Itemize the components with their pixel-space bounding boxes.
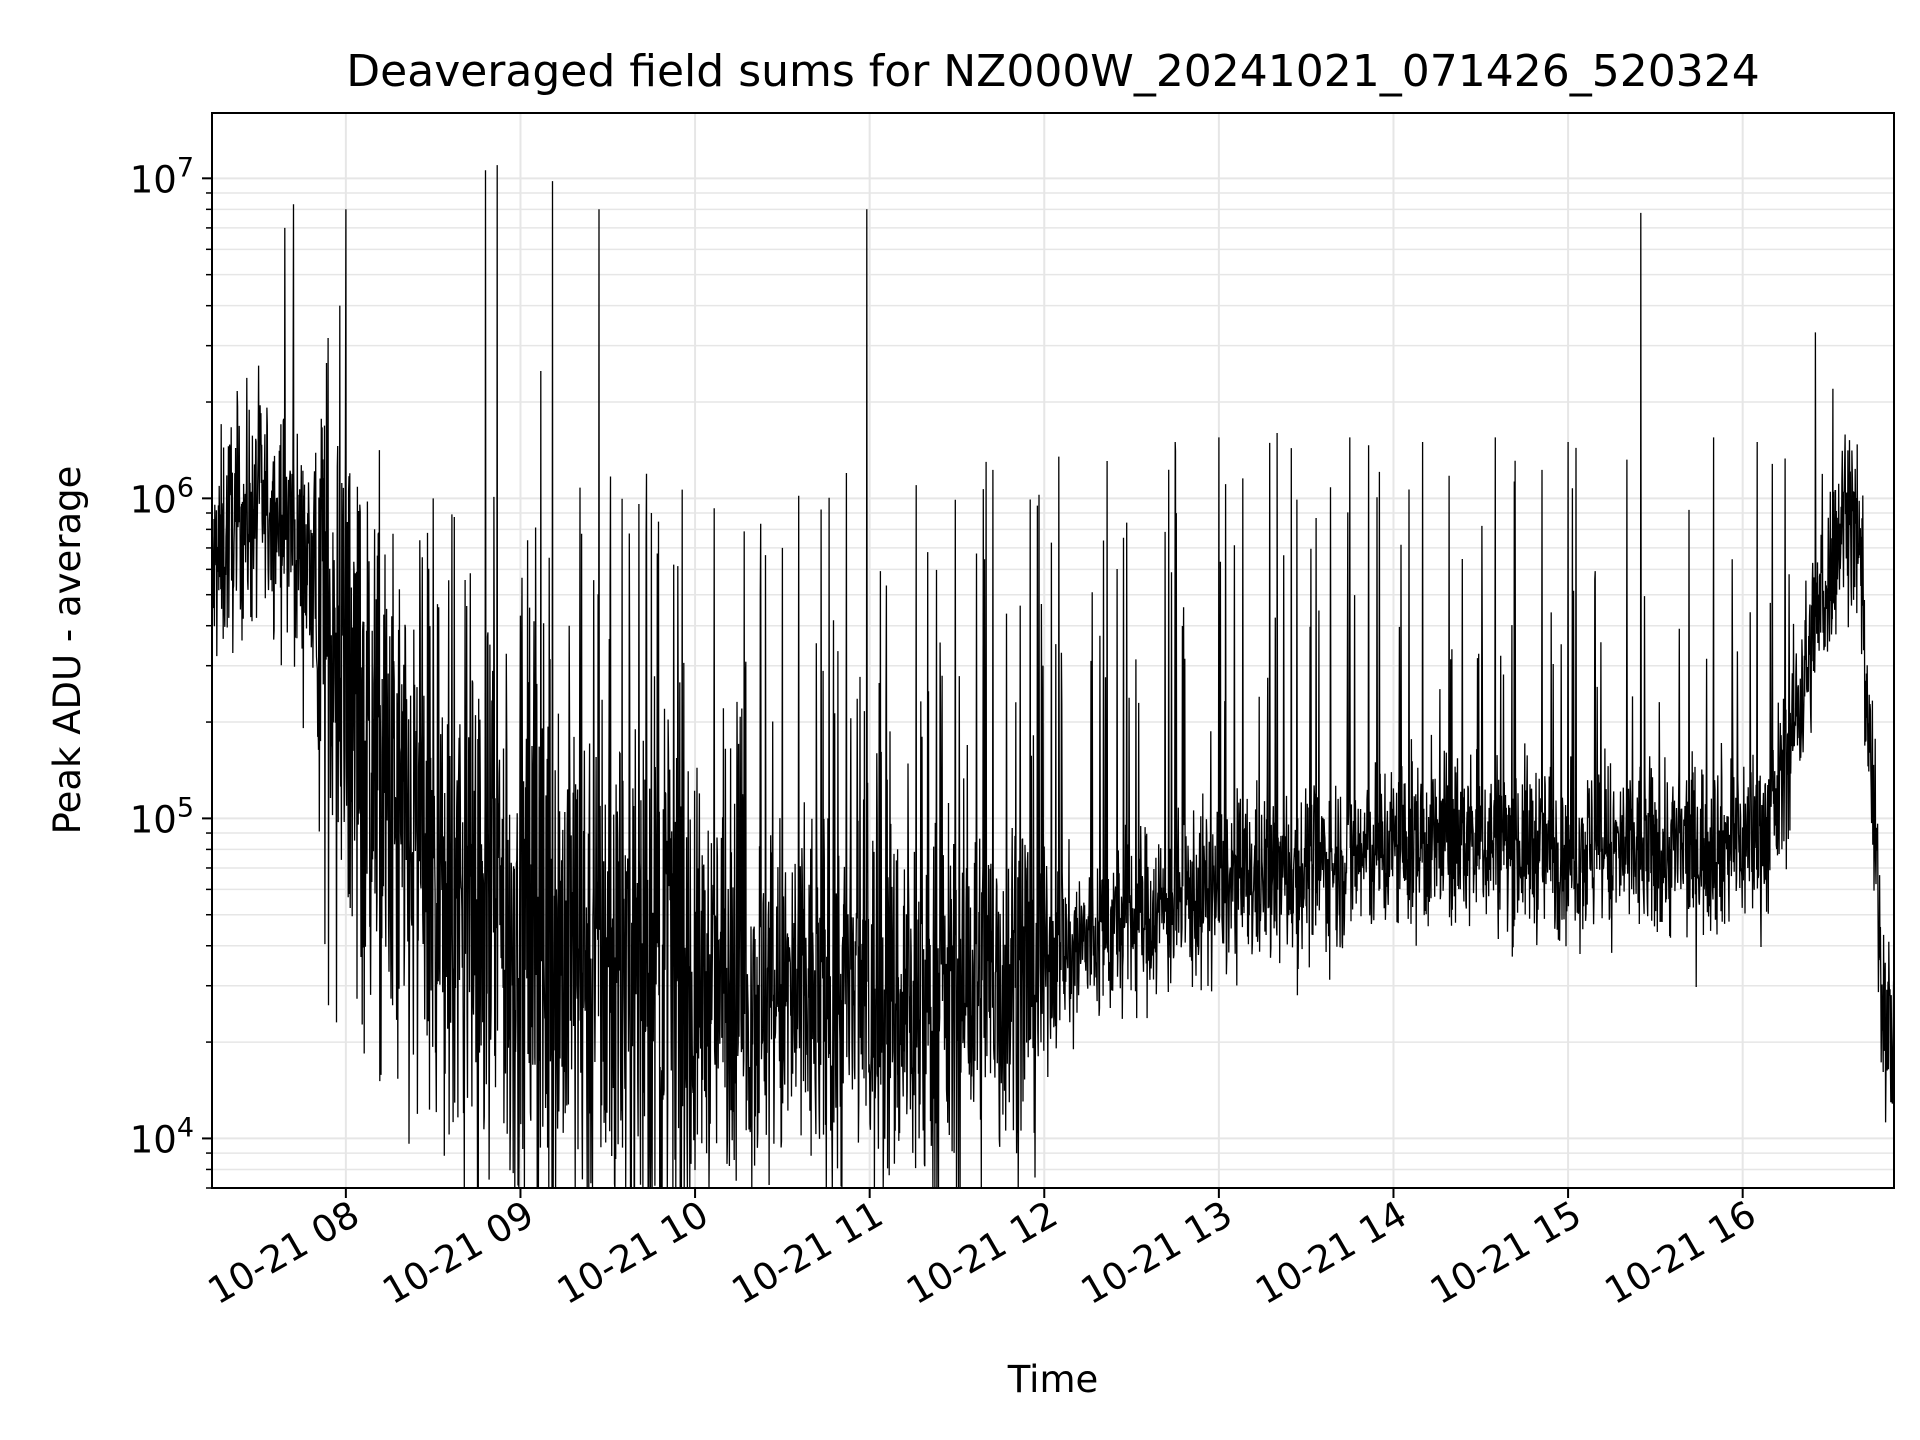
y-tick-label: 105 <box>130 792 194 841</box>
data-series <box>211 165 1895 1189</box>
chart-title: Deaveraged field sums for NZ000W_2024102… <box>346 46 1759 97</box>
x-axis-label: Time <box>1007 1358 1099 1401</box>
series-line <box>211 165 1895 1189</box>
plot-area-frame <box>211 112 1895 1189</box>
y-axis-ticks: 104 105 106 107 <box>130 152 212 1189</box>
y-tick-label: 106 <box>130 472 194 521</box>
y-axis-label: Peak ADU - average <box>46 466 89 835</box>
y-tick-label: 107 <box>130 152 194 201</box>
y-tick-label: 104 <box>130 1112 194 1161</box>
